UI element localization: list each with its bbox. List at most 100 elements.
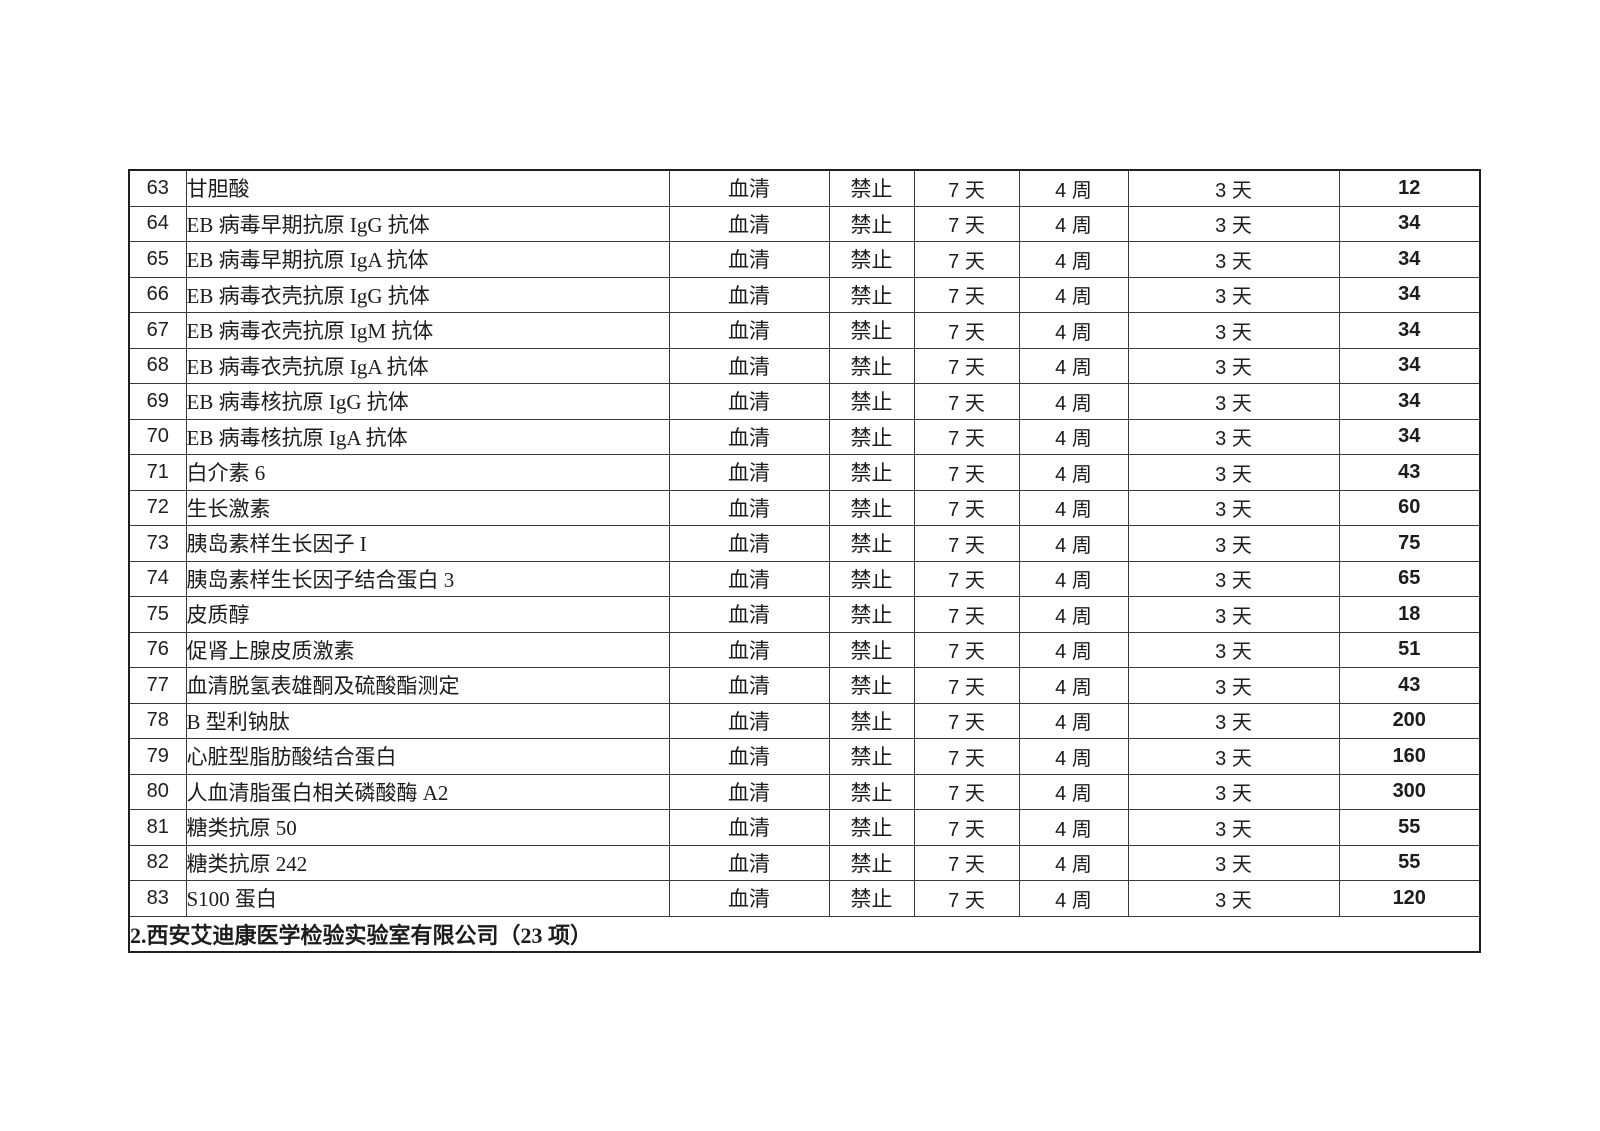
row-number-cell: 77 bbox=[128, 667, 187, 704]
restriction-cell: 禁止 bbox=[828, 169, 915, 207]
limit-7d-cell: 7 天 bbox=[913, 809, 1020, 846]
limit-7d-cell: 7 天 bbox=[913, 169, 1020, 207]
row-number-cell: 81 bbox=[128, 809, 187, 846]
limit-7d-cell: 7 天 bbox=[913, 241, 1020, 278]
price-cell: 75 bbox=[1338, 525, 1481, 562]
limit-4w-cell: 4 周 bbox=[1018, 489, 1129, 526]
limit-7d-cell: 7 天 bbox=[913, 454, 1020, 491]
row-number-cell: 63 bbox=[128, 169, 187, 207]
restriction-cell: 禁止 bbox=[828, 560, 915, 597]
sample-type-cell: 血清 bbox=[668, 312, 830, 349]
row-number-cell: 83 bbox=[128, 880, 187, 917]
test-name-cell: 人血清脂蛋白相关磷酸酶 A2 bbox=[185, 773, 670, 810]
restriction-cell: 禁止 bbox=[828, 880, 915, 917]
row-number-cell: 74 bbox=[128, 560, 187, 597]
row-number-cell: 82 bbox=[128, 844, 187, 881]
price-cell: 43 bbox=[1338, 454, 1481, 491]
limit-4w-cell: 4 周 bbox=[1018, 560, 1129, 597]
sample-type-cell: 血清 bbox=[668, 241, 830, 278]
row-number-cell: 70 bbox=[128, 418, 187, 455]
limit-7d-cell: 7 天 bbox=[913, 276, 1020, 313]
sample-type-cell: 血清 bbox=[668, 454, 830, 491]
row-number-cell: 73 bbox=[128, 525, 187, 562]
price-cell: 43 bbox=[1338, 667, 1481, 704]
limit-3d-cell: 3 天 bbox=[1127, 596, 1340, 633]
sample-type-cell: 血清 bbox=[668, 560, 830, 597]
test-name-cell: 心脏型脂肪酸结合蛋白 bbox=[185, 738, 670, 775]
test-name-cell: 糖类抗原 242 bbox=[185, 844, 670, 881]
limit-3d-cell: 3 天 bbox=[1127, 844, 1340, 881]
row-number-cell: 71 bbox=[128, 454, 187, 491]
limit-7d-cell: 7 天 bbox=[913, 418, 1020, 455]
limit-4w-cell: 4 周 bbox=[1018, 880, 1129, 917]
limit-4w-cell: 4 周 bbox=[1018, 169, 1129, 207]
limit-3d-cell: 3 天 bbox=[1127, 525, 1340, 562]
test-name-cell: 白介素 6 bbox=[185, 454, 670, 491]
test-name-cell: 胰岛素样生长因子 I bbox=[185, 525, 670, 562]
limit-3d-cell: 3 天 bbox=[1127, 560, 1340, 597]
restriction-cell: 禁止 bbox=[828, 489, 915, 526]
sample-type-cell: 血清 bbox=[668, 631, 830, 668]
row-number-cell: 69 bbox=[128, 383, 187, 420]
limit-7d-cell: 7 天 bbox=[913, 560, 1020, 597]
price-cell: 34 bbox=[1338, 383, 1481, 420]
price-cell: 55 bbox=[1338, 809, 1481, 846]
price-cell: 300 bbox=[1338, 773, 1481, 810]
row-number-cell: 80 bbox=[128, 773, 187, 810]
price-cell: 120 bbox=[1338, 880, 1481, 917]
sample-type-cell: 血清 bbox=[668, 596, 830, 633]
limit-7d-cell: 7 天 bbox=[913, 525, 1020, 562]
sample-type-cell: 血清 bbox=[668, 383, 830, 420]
sample-type-cell: 血清 bbox=[668, 418, 830, 455]
row-number-cell: 68 bbox=[128, 347, 187, 384]
restriction-cell: 禁止 bbox=[828, 702, 915, 739]
sample-type-cell: 血清 bbox=[668, 525, 830, 562]
limit-3d-cell: 3 天 bbox=[1127, 205, 1340, 242]
limit-3d-cell: 3 天 bbox=[1127, 347, 1340, 384]
price-cell: 160 bbox=[1338, 738, 1481, 775]
restriction-cell: 禁止 bbox=[828, 773, 915, 810]
row-number-cell: 65 bbox=[128, 241, 187, 278]
test-name-cell: EB 病毒衣壳抗原 IgA 抗体 bbox=[185, 347, 670, 384]
price-cell: 55 bbox=[1338, 844, 1481, 881]
row-number-cell: 66 bbox=[128, 276, 187, 313]
restriction-cell: 禁止 bbox=[828, 312, 915, 349]
limit-7d-cell: 7 天 bbox=[913, 631, 1020, 668]
limit-4w-cell: 4 周 bbox=[1018, 525, 1129, 562]
test-name-cell: 胰岛素样生长因子结合蛋白 3 bbox=[185, 560, 670, 597]
price-cell: 34 bbox=[1338, 347, 1481, 384]
limit-4w-cell: 4 周 bbox=[1018, 844, 1129, 881]
test-name-cell: EB 病毒早期抗原 IgG 抗体 bbox=[185, 205, 670, 242]
sample-type-cell: 血清 bbox=[668, 738, 830, 775]
restriction-cell: 禁止 bbox=[828, 844, 915, 881]
sample-type-cell: 血清 bbox=[668, 844, 830, 881]
test-name-cell: 促肾上腺皮质激素 bbox=[185, 631, 670, 668]
price-cell: 34 bbox=[1338, 418, 1481, 455]
limit-3d-cell: 3 天 bbox=[1127, 702, 1340, 739]
limit-4w-cell: 4 周 bbox=[1018, 205, 1129, 242]
limit-3d-cell: 3 天 bbox=[1127, 418, 1340, 455]
restriction-cell: 禁止 bbox=[828, 418, 915, 455]
limit-7d-cell: 7 天 bbox=[913, 383, 1020, 420]
limit-7d-cell: 7 天 bbox=[913, 738, 1020, 775]
test-name-cell: EB 病毒核抗原 IgA 抗体 bbox=[185, 418, 670, 455]
price-cell: 18 bbox=[1338, 596, 1481, 633]
restriction-cell: 禁止 bbox=[828, 276, 915, 313]
limit-3d-cell: 3 天 bbox=[1127, 383, 1340, 420]
limit-4w-cell: 4 周 bbox=[1018, 241, 1129, 278]
limit-7d-cell: 7 天 bbox=[913, 773, 1020, 810]
sample-type-cell: 血清 bbox=[668, 347, 830, 384]
price-cell: 51 bbox=[1338, 631, 1481, 668]
sample-type-cell: 血清 bbox=[668, 276, 830, 313]
row-number-cell: 72 bbox=[128, 489, 187, 526]
row-number-cell: 67 bbox=[128, 312, 187, 349]
